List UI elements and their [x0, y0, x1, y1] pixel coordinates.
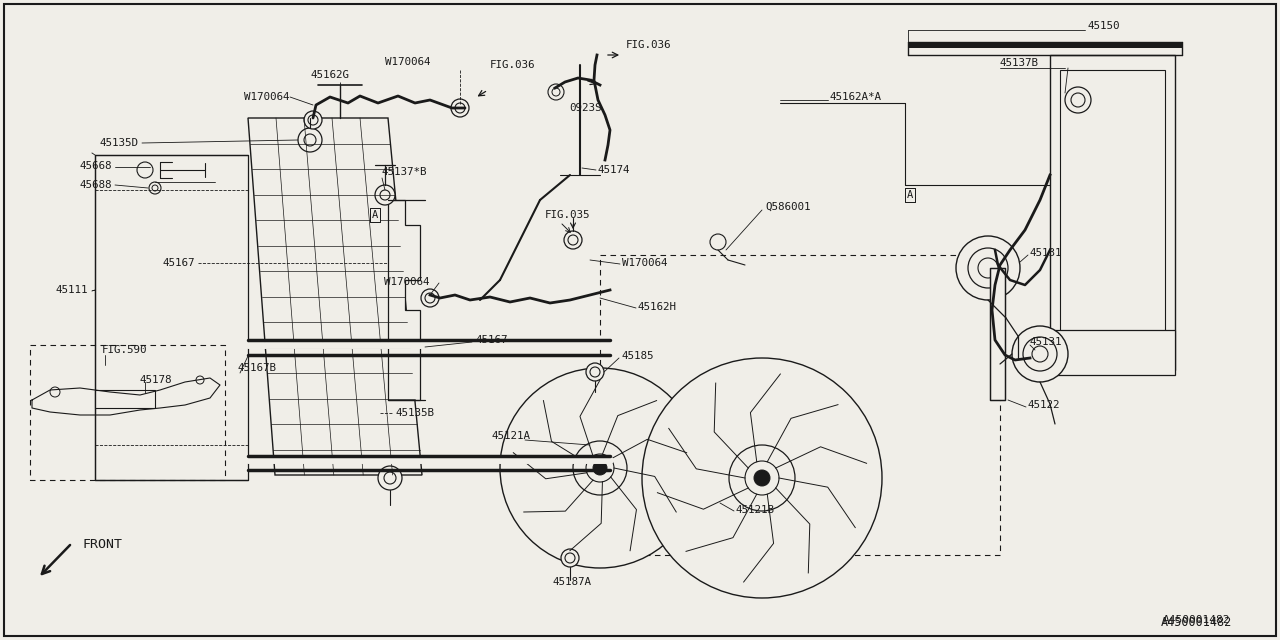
Text: Q586001: Q586001 — [765, 202, 810, 212]
Circle shape — [451, 99, 468, 117]
Text: W170064: W170064 — [622, 258, 667, 268]
Polygon shape — [908, 42, 1181, 48]
Polygon shape — [989, 268, 1005, 400]
Text: 45111: 45111 — [55, 285, 88, 295]
Text: 45668: 45668 — [79, 161, 113, 171]
Circle shape — [1023, 337, 1057, 371]
Circle shape — [378, 466, 402, 490]
Polygon shape — [1050, 330, 1175, 375]
Circle shape — [564, 231, 582, 249]
Circle shape — [590, 367, 600, 377]
Circle shape — [425, 293, 435, 303]
Text: W170064: W170064 — [384, 277, 430, 287]
Text: A: A — [906, 190, 913, 200]
Circle shape — [1032, 346, 1048, 362]
Text: 45167: 45167 — [475, 335, 507, 345]
Circle shape — [308, 115, 317, 125]
Text: 45131: 45131 — [1030, 337, 1062, 347]
Circle shape — [305, 111, 323, 129]
Circle shape — [152, 185, 157, 191]
Text: 45167B: 45167B — [238, 363, 276, 373]
Polygon shape — [388, 200, 420, 400]
Circle shape — [564, 553, 575, 563]
Text: 45135B: 45135B — [396, 408, 434, 418]
Bar — [29, 345, 225, 480]
Text: 45174: 45174 — [596, 165, 630, 175]
Polygon shape — [95, 390, 155, 408]
Text: A: A — [372, 210, 378, 220]
Text: 0923S: 0923S — [570, 103, 602, 113]
Text: FIG.035: FIG.035 — [545, 210, 590, 220]
Text: A450001482: A450001482 — [1161, 616, 1231, 628]
Circle shape — [978, 258, 998, 278]
Circle shape — [500, 368, 700, 568]
Circle shape — [50, 387, 60, 397]
Text: A450001482: A450001482 — [1162, 615, 1230, 625]
Circle shape — [1071, 93, 1085, 107]
Circle shape — [568, 235, 579, 245]
Circle shape — [298, 128, 323, 152]
Circle shape — [375, 185, 396, 205]
Circle shape — [548, 84, 564, 100]
Text: FIG.036: FIG.036 — [626, 40, 672, 50]
Text: 45688: 45688 — [79, 180, 113, 190]
Circle shape — [754, 470, 771, 486]
Text: 45137B: 45137B — [1000, 58, 1039, 68]
Circle shape — [305, 134, 316, 146]
Circle shape — [552, 88, 561, 96]
Circle shape — [586, 363, 604, 381]
Circle shape — [956, 236, 1020, 300]
Circle shape — [137, 162, 154, 178]
Circle shape — [643, 358, 882, 598]
Circle shape — [593, 461, 607, 475]
Text: 45137*B: 45137*B — [381, 167, 428, 177]
Text: 45131: 45131 — [1030, 248, 1062, 258]
Text: 45122: 45122 — [1028, 400, 1061, 410]
Circle shape — [1065, 87, 1091, 113]
Text: FIG.590: FIG.590 — [102, 345, 147, 355]
Circle shape — [586, 454, 614, 482]
Circle shape — [196, 376, 204, 384]
Text: FRONT: FRONT — [82, 538, 122, 551]
Text: 45135D: 45135D — [99, 138, 138, 148]
Circle shape — [968, 248, 1009, 288]
Text: A: A — [372, 210, 378, 220]
Text: 45150: 45150 — [1088, 21, 1120, 31]
Text: 45121B: 45121B — [736, 505, 774, 515]
Text: W170064: W170064 — [385, 57, 431, 67]
Polygon shape — [95, 155, 248, 480]
Text: FIG.036: FIG.036 — [490, 60, 535, 70]
Text: A: A — [906, 190, 913, 200]
Circle shape — [745, 461, 780, 495]
Circle shape — [573, 441, 627, 495]
Polygon shape — [248, 118, 422, 475]
Text: 45162A*A: 45162A*A — [829, 92, 882, 102]
Text: 45167: 45167 — [163, 258, 195, 268]
Circle shape — [148, 182, 161, 194]
Text: 45178: 45178 — [140, 375, 173, 385]
Text: 45121A: 45121A — [492, 431, 531, 441]
Bar — [600, 255, 1000, 555]
Circle shape — [421, 289, 439, 307]
Circle shape — [1012, 326, 1068, 382]
Circle shape — [454, 103, 465, 113]
Circle shape — [380, 190, 390, 200]
Circle shape — [710, 234, 726, 250]
Polygon shape — [1050, 55, 1175, 370]
Text: W170064: W170064 — [244, 92, 291, 102]
Circle shape — [384, 472, 396, 484]
Text: 45162G: 45162G — [311, 70, 349, 80]
Circle shape — [730, 445, 795, 511]
Circle shape — [561, 549, 579, 567]
Text: 45185: 45185 — [621, 351, 654, 361]
Text: 45187A: 45187A — [553, 577, 591, 587]
Text: 45162H: 45162H — [637, 302, 677, 312]
